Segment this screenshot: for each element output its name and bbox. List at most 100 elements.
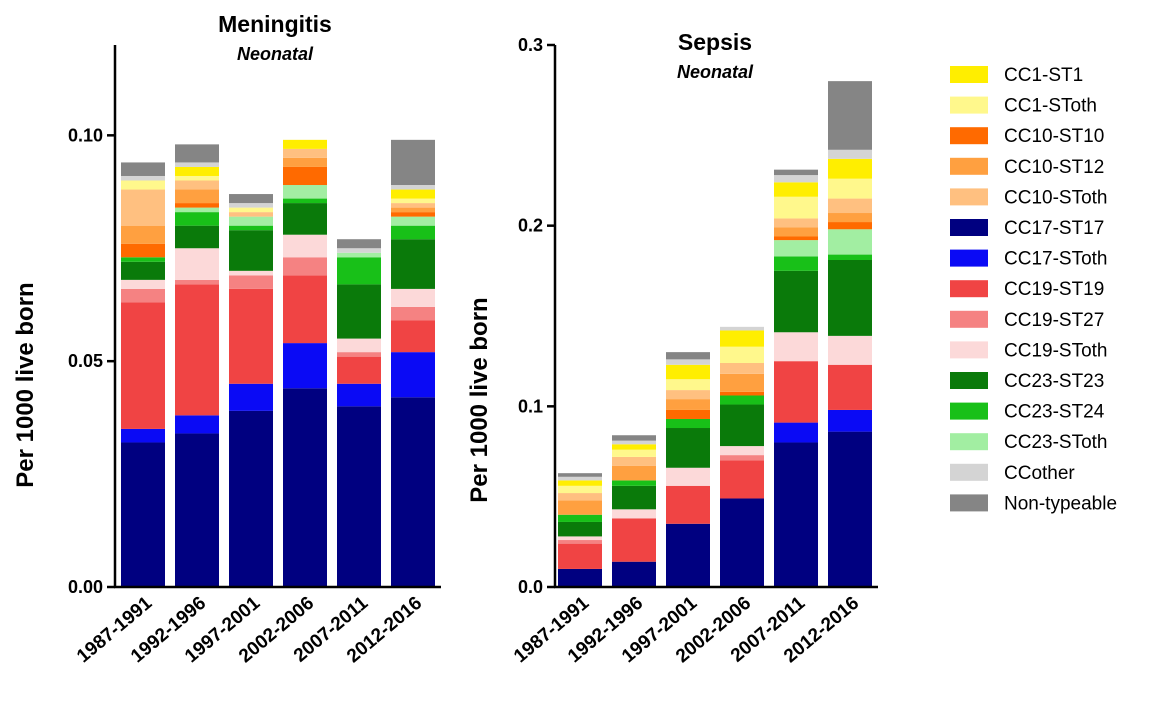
- legend-label: CC19-ST27: [1004, 310, 1104, 331]
- bar-segment-cc10-stoth-2002-2006: [720, 362, 764, 374]
- bar-segment-cc10-st10-2007-2011: [774, 236, 818, 241]
- bar-segment-cc19-stoth-1987-1991: [121, 279, 165, 289]
- bar-segment-ccother-2007-2011: [774, 175, 818, 183]
- bar-segment-cc23-st23-1992-1996: [612, 485, 656, 510]
- legend-label: CC10-ST10: [1004, 126, 1104, 147]
- legend-swatch: [950, 402, 988, 420]
- legend-swatch: [950, 310, 988, 328]
- bar-segment-cc23-st23-2007-2011: [337, 284, 381, 339]
- bar-segment-cc1-stoth-1992-1996: [612, 449, 656, 457]
- bar-segment-cc23-stoth-2007-2011: [337, 252, 381, 258]
- bar-segment-non-typeable-1997-2001: [666, 352, 710, 360]
- bar-segment-cc19-st27-1987-1991: [121, 288, 165, 303]
- bar-segment-cc23-st23-2007-2011: [774, 270, 818, 333]
- bar-segment-non-typeable-2007-2011: [337, 239, 381, 249]
- legend-label: CC19-SToth: [1004, 340, 1108, 361]
- bar-segment-cc10-st10-2002-2006: [720, 391, 764, 396]
- bar-segment-cc1-stoth-1987-1991: [121, 180, 165, 190]
- bar-segment-cc19-st19-1992-1996: [175, 284, 219, 416]
- bar-segment-cc10-stoth-1987-1991: [558, 493, 602, 501]
- legend-label: CCother: [1004, 463, 1075, 484]
- bar-segment-cc1-stoth-1997-2001: [229, 207, 273, 213]
- bar-segment-cc17-stoth-2002-2006: [283, 343, 327, 389]
- bar-segment-ccother-1997-2001: [229, 203, 273, 208]
- bar-segment-cc23-st24-1997-2001: [229, 225, 273, 231]
- bar-segment-cc17-stoth-2012-2016: [828, 409, 872, 432]
- legend-label: CC1-ST1: [1004, 65, 1083, 86]
- bar-segment-cc17-stoth-1992-1996: [175, 415, 219, 434]
- bar-segment-cc10-stoth-2012-2016: [828, 198, 872, 214]
- bar-segment-non-typeable-1987-1991: [558, 473, 602, 477]
- bar-segment-non-typeable-1987-1991: [121, 162, 165, 176]
- bar-segment-non-typeable-2012-2016: [391, 139, 435, 186]
- bar-segment-cc19-st19-1997-2001: [229, 288, 273, 384]
- bar-segment-cc17-stoth-2012-2016: [391, 352, 435, 398]
- bar-segment-cc1-st1-1987-1991: [558, 480, 602, 486]
- bar-segment-cc19-st19-2007-2011: [337, 356, 381, 384]
- bar-segment-cc1-stoth-1997-2001: [666, 379, 710, 391]
- chart-title: Meningitis: [218, 11, 332, 37]
- chart-subtitle: Neonatal: [237, 44, 314, 64]
- bar-segment-cc17-st17-2007-2011: [774, 442, 818, 587]
- legend-label: CC19-ST19: [1004, 279, 1104, 300]
- bar-segment-cc23-st23-2002-2006: [720, 404, 764, 447]
- bar-segment-cc17-st17-1997-2001: [666, 523, 710, 587]
- bar-segment-cc23-st24-1987-1991: [558, 514, 602, 522]
- bar-segment-cc10-st12-2002-2006: [283, 157, 327, 167]
- bar-segment-cc19-st19-1997-2001: [666, 485, 710, 524]
- legend-swatch: [950, 433, 988, 451]
- bar-segment-ccother-2012-2016: [391, 185, 435, 190]
- bar-segment-cc23-st24-1992-1996: [612, 480, 656, 486]
- legend-swatch: [950, 66, 988, 83]
- bar-segment-cc19-st27-1987-1991: [558, 540, 602, 544]
- bar-segment-cc19-st19-2012-2016: [828, 364, 872, 410]
- meningitis-chart: Meningitis Neonatal Per 1000 live born 1…: [12, 11, 441, 667]
- bar-segment-cc19-st27-2007-2011: [337, 352, 381, 357]
- bar-segment-ccother-1987-1991: [121, 175, 165, 181]
- y-tick-label: 0.1: [518, 396, 543, 416]
- bar-segment-cc10-stoth-1997-2001: [229, 212, 273, 217]
- bar-segment-cc17-st17-2012-2016: [828, 431, 872, 587]
- bar-segment-cc10-st12-2007-2011: [774, 227, 818, 237]
- legend-label: CC17-ST17: [1004, 218, 1104, 239]
- bar-segment-non-typeable-2012-2016: [828, 81, 872, 150]
- bar-segment-cc17-st17-1992-1996: [612, 561, 656, 587]
- bar-segment-cc1-stoth-2012-2016: [391, 198, 435, 204]
- bar-segment-ccother-1997-2001: [666, 359, 710, 365]
- bar-segment-cc10-stoth-2007-2011: [774, 218, 818, 228]
- bar-segment-cc19-stoth-2002-2006: [720, 446, 764, 456]
- bar-segment-cc10-st10-2012-2016: [391, 212, 435, 217]
- bar-segment-cc23-st24-2012-2016: [391, 225, 435, 240]
- legend-swatch: [950, 188, 988, 206]
- legend: CC1-ST1 CC1-SToth CC10-ST10 CC10-ST12 CC10-S…: [950, 65, 1117, 514]
- bar-segment-cc1-st1-2002-2006: [720, 330, 764, 347]
- bar-segment-cc23-st24-1992-1996: [175, 212, 219, 226]
- bar-segment-cc17-st17-2002-2006: [720, 498, 764, 587]
- bar-segment-cc1-st1-2012-2016: [828, 158, 872, 179]
- bar-segment-cc23-st23-1992-1996: [175, 225, 219, 249]
- bar-segment-cc10-st12-2012-2016: [828, 213, 872, 223]
- legend-label: Non-typeable: [1004, 493, 1117, 514]
- bar-segment-cc1-st1-1997-2001: [666, 364, 710, 380]
- bar-segment-cc1-stoth-2002-2006: [720, 346, 764, 363]
- bar-segment-cc23-st24-1987-1991: [121, 257, 165, 262]
- bar-segment-cc17-stoth-2007-2011: [774, 422, 818, 443]
- bar-segment-cc1-stoth-2007-2011: [774, 196, 818, 219]
- y-tick-label: 0.05: [68, 351, 103, 371]
- bar-segment-cc19-st19-2002-2006: [283, 275, 327, 344]
- bar-segment-cc19-st27-1997-2001: [229, 275, 273, 289]
- bar-segment-cc10-st10-2002-2006: [283, 166, 327, 186]
- bar-segment-cc23-st23-1987-1991: [121, 261, 165, 280]
- legend-label: CC23-ST23: [1004, 371, 1104, 392]
- bar-segment-cc17-st17-1987-1991: [558, 568, 602, 587]
- bar-segment-cc1-stoth-2012-2016: [828, 178, 872, 199]
- bar-segment-cc19-st27-2002-2006: [283, 257, 327, 276]
- legend-swatch: [950, 341, 988, 359]
- bar-segment-cc10-st10-1997-2001: [666, 409, 710, 419]
- bar-segment-cc19-st27-2002-2006: [720, 455, 764, 461]
- bar-segment-cc19-st19-2012-2016: [391, 320, 435, 353]
- bar-segment-cc23-st24-2007-2011: [774, 256, 818, 271]
- bar-segment-cc23-st23-2012-2016: [391, 239, 435, 289]
- sepsis-chart: Sepsis Neonatal Per 1000 live born 1987-…: [466, 29, 878, 667]
- bar-segment-cc10-stoth-1987-1991: [121, 189, 165, 226]
